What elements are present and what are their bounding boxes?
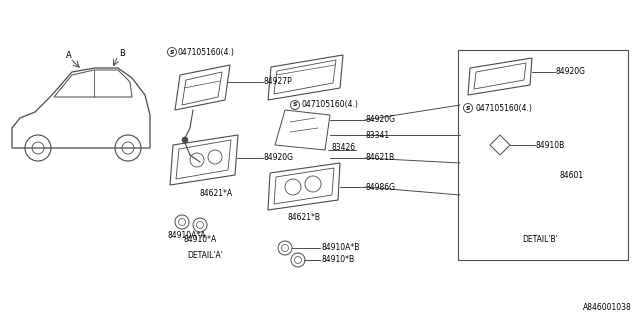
Text: A: A [66, 51, 72, 60]
Circle shape [182, 137, 188, 143]
Text: 84927P: 84927P [264, 77, 292, 86]
Text: 84920G: 84920G [556, 68, 586, 76]
Text: 84910B: 84910B [536, 140, 565, 149]
Bar [458, 50, 628, 260]
Text: 84910A*B: 84910A*B [321, 244, 360, 252]
Text: 84621*B: 84621*B [288, 212, 321, 221]
Text: 047105160(4.): 047105160(4.) [475, 103, 532, 113]
Text: 84621*A: 84621*A [200, 188, 233, 197]
Text: 84910*A: 84910*A [183, 236, 216, 244]
Text: S: S [466, 106, 470, 110]
Text: S: S [170, 50, 174, 54]
Text: 83426: 83426 [332, 143, 356, 153]
Text: DETAIL'B': DETAIL'B' [522, 236, 558, 244]
Text: DETAIL'A': DETAIL'A' [187, 251, 223, 260]
Text: 84920G: 84920G [264, 154, 294, 163]
Text: 84920G: 84920G [366, 116, 396, 124]
Text: A846001038: A846001038 [583, 303, 632, 312]
Text: 83341: 83341 [366, 131, 390, 140]
Text: 047105160(4.): 047105160(4.) [301, 100, 358, 109]
Text: 84910*B: 84910*B [321, 255, 354, 265]
Text: 84986G: 84986G [366, 182, 396, 191]
Text: S: S [292, 102, 297, 108]
Text: 047105160(4.): 047105160(4.) [178, 47, 235, 57]
Text: 84621B: 84621B [366, 154, 395, 163]
Text: B: B [119, 49, 125, 58]
Text: 84601: 84601 [560, 171, 584, 180]
Text: 84910A*A: 84910A*A [168, 230, 207, 239]
